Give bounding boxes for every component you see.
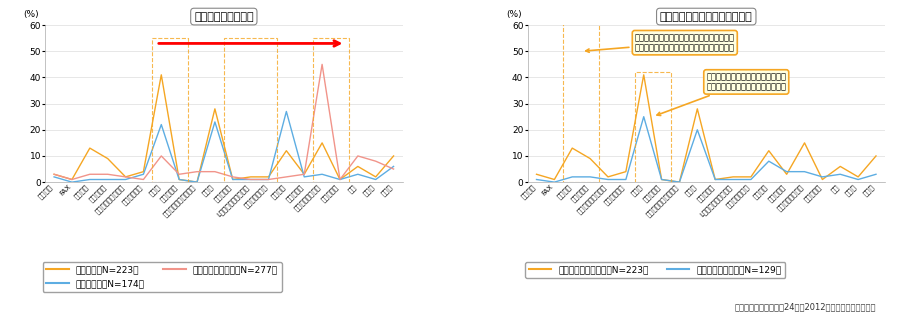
- Legend: 実際に利用した手段（N=223）, 最も役立った手段（N=129）: 実際に利用した手段（N=223）, 最も役立った手段（N=129）: [524, 262, 785, 278]
- Bar: [224, 38, 277, 182]
- Title: 発災直後の情報収集手段と評価: 発災直後の情報収集手段と評価: [659, 12, 751, 22]
- Text: （出典）総務省「平成24年（2012年）版情報通信白書」: （出典）総務省「平成24年（2012年）版情報通信白書」: [733, 302, 875, 311]
- Text: (%): (%): [23, 10, 40, 19]
- Text: 携帯電話は無線なので災害の時こそ使えると
思っていたが、全く使えずショックだった。: 携帯電話は無線なので災害の時こそ使えると 思っていたが、全く使えずショックだった…: [585, 33, 734, 52]
- Bar: [313, 38, 348, 182]
- Bar: [634, 72, 670, 182]
- Bar: [152, 38, 188, 182]
- Text: (%): (%): [506, 10, 521, 19]
- Text: ラジオは情報を手に入れられたが、
細かい情報まで入ってこなかった。: ラジオは情報を手に入れられたが、 細かい情報まで入ってこなかった。: [657, 72, 786, 116]
- Legend: 発災直後（N=223）, 津波の情報（N=174）, 避難後の生活情報（N=277）: 発災直後（N=223）, 津波の情報（N=174）, 避難後の生活情報（N=27…: [42, 262, 281, 292]
- Title: 情報収集手段の変化: 情報収集手段の変化: [194, 12, 253, 22]
- Bar: [563, 20, 598, 182]
